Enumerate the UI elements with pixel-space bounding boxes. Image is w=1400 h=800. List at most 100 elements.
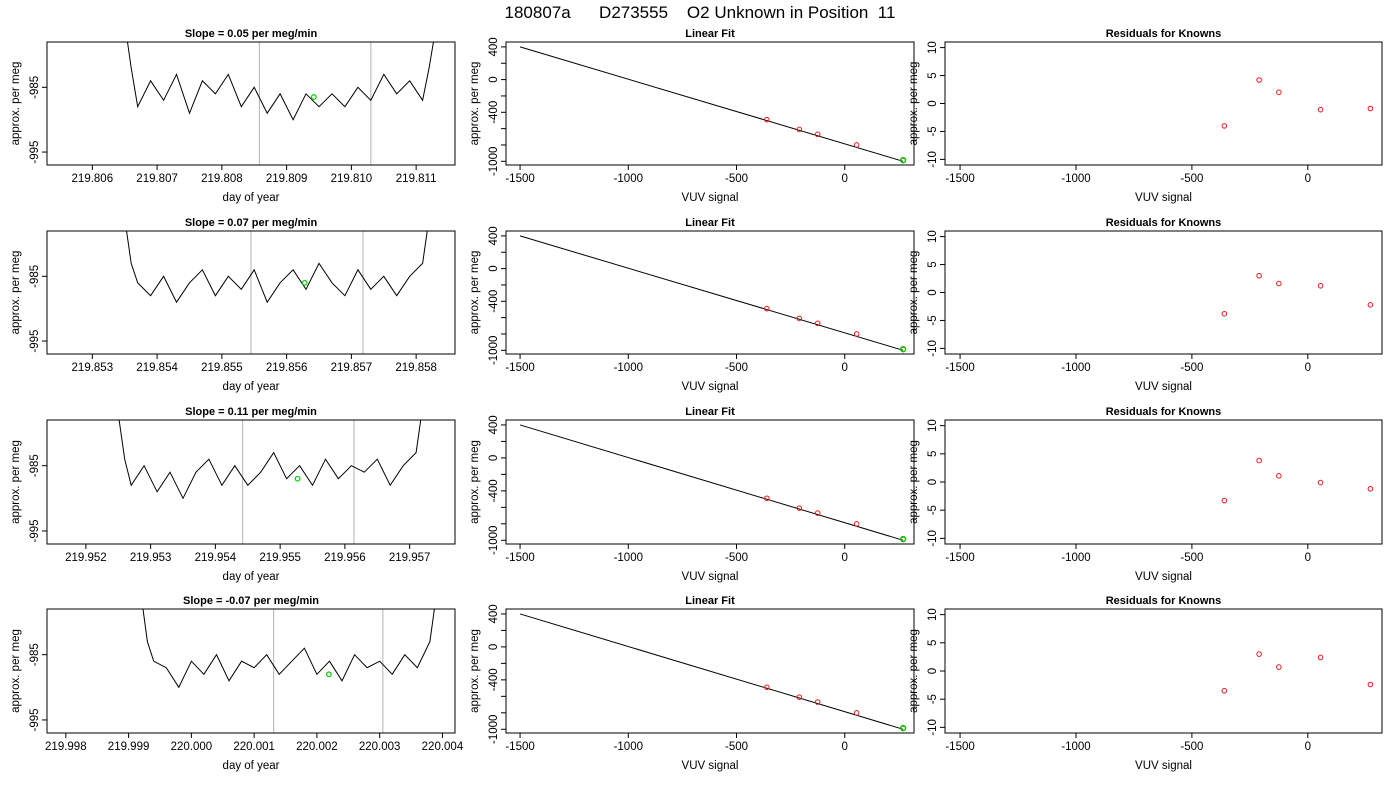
known-point	[853, 710, 860, 716]
known-point	[1317, 106, 1324, 113]
panel-title: Slope = 0.11 per meg/min	[185, 406, 317, 418]
y-tick-label: -995	[29, 708, 41, 731]
known-point	[1276, 280, 1282, 287]
x-tick-label: 0	[1305, 173, 1311, 185]
y-axis-label: approx. per meg	[10, 440, 22, 524]
known-point	[764, 495, 770, 502]
known-point	[1367, 105, 1374, 112]
panels: Slope = 0.05 per meg/min 219.806 219.807 21…	[10, 28, 1383, 772]
y-tick-label: -1000	[488, 715, 500, 744]
y-tick-label: -1000	[488, 526, 500, 555]
panel-title: Residuals for Knowns	[1106, 406, 1222, 418]
x-tick-label: 219.999	[108, 741, 150, 753]
plot-frame	[944, 419, 1383, 545]
x-tick-label: -1500	[505, 741, 534, 753]
x-tick-label: 219.853	[72, 362, 114, 374]
known-point	[1221, 687, 1228, 694]
known-point	[814, 699, 821, 705]
known-point	[1221, 497, 1228, 504]
y-tick-label: -10	[927, 719, 939, 736]
y-tick-label: -985	[29, 454, 41, 477]
y-tick-label: 0	[927, 100, 939, 106]
known-point	[814, 510, 821, 516]
known-point	[853, 142, 860, 148]
x-axis-label: day of year	[223, 760, 280, 772]
x-tick-label: -500	[1180, 552, 1203, 564]
unknown-point	[900, 724, 907, 732]
x-tick-label: -1500	[945, 173, 974, 185]
y-tick-label: 400	[488, 226, 500, 245]
plot-frame	[46, 419, 456, 545]
x-tick-label: 0	[842, 552, 848, 564]
plot-frame	[505, 41, 915, 166]
x-tick-label: -1000	[1061, 173, 1090, 185]
panel-title: Slope = 0.05 per meg/min	[185, 28, 318, 40]
y-tick-label: -5	[927, 505, 939, 515]
y-tick-label: -1000	[488, 147, 500, 176]
panel-title: Residuals for Knowns	[1106, 217, 1222, 229]
y-tick-label: 0	[927, 289, 939, 295]
x-axis-label: VUV signal	[682, 571, 739, 583]
y-tick-label: 0	[488, 265, 500, 271]
x-tick-label: 220.000	[171, 741, 213, 753]
residuals-2: Residuals for Knowns -1500 -1000 -500 0 10 5 0 -…	[908, 217, 1383, 393]
linear-fit-1: Linear Fit -1500 -1000 -500 0 400 0 -400 -1000 VU…	[469, 28, 915, 204]
known-point	[1367, 485, 1374, 492]
known-point	[1256, 77, 1262, 83]
y-tick-label: 0	[488, 455, 500, 461]
known-point	[1276, 473, 1282, 479]
x-axis-label: day of year	[223, 192, 280, 204]
y-tick-label: -400	[488, 290, 500, 313]
x-axis-label: VUV signal	[682, 192, 739, 204]
known-point	[1256, 272, 1262, 279]
y-tick-label: -1000	[488, 336, 500, 365]
known-point	[1221, 123, 1228, 129]
x-tick-label: 220.002	[296, 741, 338, 753]
time-series-1: Slope = 0.05 per meg/min 219.806 219.807 21…	[10, 28, 456, 204]
y-tick-label: -5	[927, 315, 939, 325]
series-line	[126, 231, 428, 304]
y-tick-label: 10	[927, 608, 939, 621]
known-point	[853, 521, 860, 527]
known-point	[796, 694, 803, 700]
y-axis-label: approx. per meg	[908, 440, 920, 524]
unknown-marker	[310, 94, 317, 100]
x-axis-label: VUV signal	[1135, 192, 1192, 204]
x-tick-label: 219.956	[324, 552, 366, 564]
y-axis-label: approx. per meg	[908, 629, 920, 713]
x-tick-label: -1000	[1061, 552, 1090, 564]
x-axis-label: day of year	[223, 381, 280, 393]
y-tick-label: 0	[488, 644, 500, 650]
unknown-point	[900, 535, 907, 543]
unknown-point	[900, 345, 907, 353]
y-tick-label: -400	[488, 668, 500, 691]
known-point	[1317, 654, 1324, 661]
x-tick-label: -1000	[614, 741, 643, 753]
residuals-1: Residuals for Knowns -1500 -1000 -500 0 10 5 0 -…	[908, 28, 1383, 204]
x-tick-label: 219.855	[201, 362, 243, 374]
unknown-marker	[294, 475, 301, 482]
y-tick-label: -995	[29, 519, 41, 542]
y-axis-label: approx. per meg	[10, 62, 22, 146]
linear-fit-4: Linear Fit -1500 -1000 -500 0 400 0 -400 -1000 VU…	[469, 595, 915, 772]
known-point	[814, 131, 821, 138]
x-tick-label: 219.857	[331, 362, 373, 374]
x-tick-label: 0	[842, 741, 848, 753]
unknown-marker	[325, 671, 332, 678]
plot-frame	[505, 419, 915, 545]
y-tick-label: 5	[927, 261, 939, 267]
x-tick-label: 219.954	[195, 552, 237, 564]
known-point	[1276, 664, 1282, 670]
y-axis-label: approx. per meg	[908, 251, 920, 335]
x-tick-label: -1500	[945, 741, 974, 753]
y-tick-label: 10	[927, 419, 939, 432]
known-point	[1367, 681, 1374, 688]
linear-fit-3: Linear Fit -1500 -1000 -500 0 400 0 -400 -1000 VU…	[469, 406, 915, 583]
x-tick-label: 219.957	[389, 552, 431, 564]
x-tick-label: -1500	[505, 362, 534, 374]
x-axis-label: day of year	[223, 571, 280, 583]
x-axis-label: VUV signal	[682, 381, 739, 393]
known-point	[1317, 479, 1324, 486]
plot-frame	[944, 608, 1383, 734]
